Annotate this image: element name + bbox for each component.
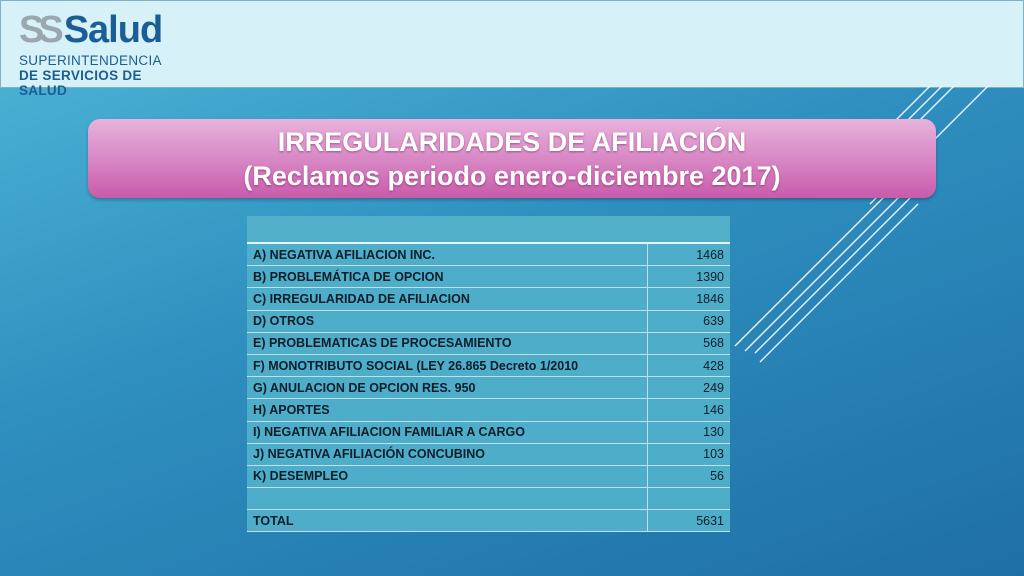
table-row: D) OTROS 639	[247, 310, 730, 333]
table-row: B) PROBLEMÁTICA DE OPCION 1390	[247, 265, 730, 289]
row-value: 103	[647, 443, 730, 466]
row-category: G) ANULACION DE OPCION RES. 950	[247, 376, 648, 400]
decorative-diagonal-lines	[734, 86, 989, 363]
row-category: H) APORTES	[247, 398, 648, 422]
row-category: D) OTROS	[247, 310, 648, 333]
claims-table: A) NEGATIVA AFILIACION INC. 1468 B) PROBLE…	[247, 216, 730, 533]
slide-subtitle: (Reclamos periodo enero-diciembre 2017)	[243, 161, 781, 191]
row-category: I) NEGATIVA AFILIACION FAMILIAR A CARGO	[247, 421, 648, 444]
row-category: K) DESEMPLEO	[247, 465, 648, 489]
table-row: C) IRREGULARIDAD DE AFILIACION 1846	[247, 287, 730, 311]
row-category: C) IRREGULARIDAD DE AFILIACION	[247, 287, 648, 311]
logo-subtitle-1: SUPERINTENDENCIA	[19, 53, 162, 68]
row-category: F) MONOTRIBUTO SOCIAL (LEY 26.865 Decret…	[247, 354, 648, 378]
row-value: 146	[647, 398, 730, 422]
header-bar: SS Salud SUPERINTENDENCIA DE SERVICIOS D…	[0, 0, 1024, 98]
sssalud-logo: SS Salud SUPERINTENDENCIA DE SERVICIOS D…	[19, 9, 179, 98]
row-category: A) NEGATIVA AFILIACION INC.	[247, 244, 648, 267]
row-category: B) PROBLEMÁTICA DE OPCION	[247, 265, 648, 289]
row-category: E) PROBLEMATICAS DE PROCESAMIENTO	[247, 332, 648, 355]
slide-title: IRREGULARIDADES DE AFILIACIÓN	[277, 127, 747, 157]
row-value: 1846	[647, 287, 730, 311]
row-category	[247, 487, 648, 511]
row-value	[647, 487, 730, 511]
row-value: 1468	[647, 244, 730, 267]
table-row: K) DESEMPLEO 56	[247, 465, 730, 489]
table-row: A) NEGATIVA AFILIACION INC. 1468	[247, 244, 730, 267]
logo-subtitle-2: DE SERVICIOS DE SALUD	[19, 68, 142, 98]
table-row: G) ANULACION DE OPCION RES. 950 249	[247, 376, 730, 400]
row-value: 1390	[647, 265, 730, 289]
table-row: I) NEGATIVA AFILIACION FAMILIAR A CARGO 1…	[247, 421, 730, 444]
table-row: H) APORTES 146	[247, 398, 730, 422]
total-label: TOTAL	[247, 509, 648, 533]
table-row: J) NEGATIVA AFILIACIÓN CONCUBINO 103	[247, 443, 730, 466]
table-row: E) PROBLEMATICAS DE PROCESAMIENTO 568	[247, 332, 730, 355]
row-value: 568	[647, 332, 730, 355]
row-value: 56	[647, 465, 730, 489]
row-value: 249	[647, 376, 730, 400]
row-value: 130	[647, 421, 730, 444]
row-value: 428	[647, 354, 730, 378]
row-value: 639	[647, 310, 730, 333]
table-row	[247, 487, 730, 511]
logo-salud-text: Salud	[63, 9, 163, 51]
table-row: F) MONOTRIBUTO SOCIAL (LEY 26.865 Decret…	[247, 354, 730, 378]
table-total-row: TOTAL 5631	[247, 509, 730, 533]
logo-ss-mark: SS	[19, 9, 64, 51]
slide-title-banner: IRREGULARIDADES DE AFILIACIÓN (Reclamos …	[88, 119, 936, 198]
row-category: J) NEGATIVA AFILIACIÓN CONCUBINO	[247, 443, 648, 466]
total-value: 5631	[647, 509, 730, 533]
table-header-band	[247, 216, 730, 244]
